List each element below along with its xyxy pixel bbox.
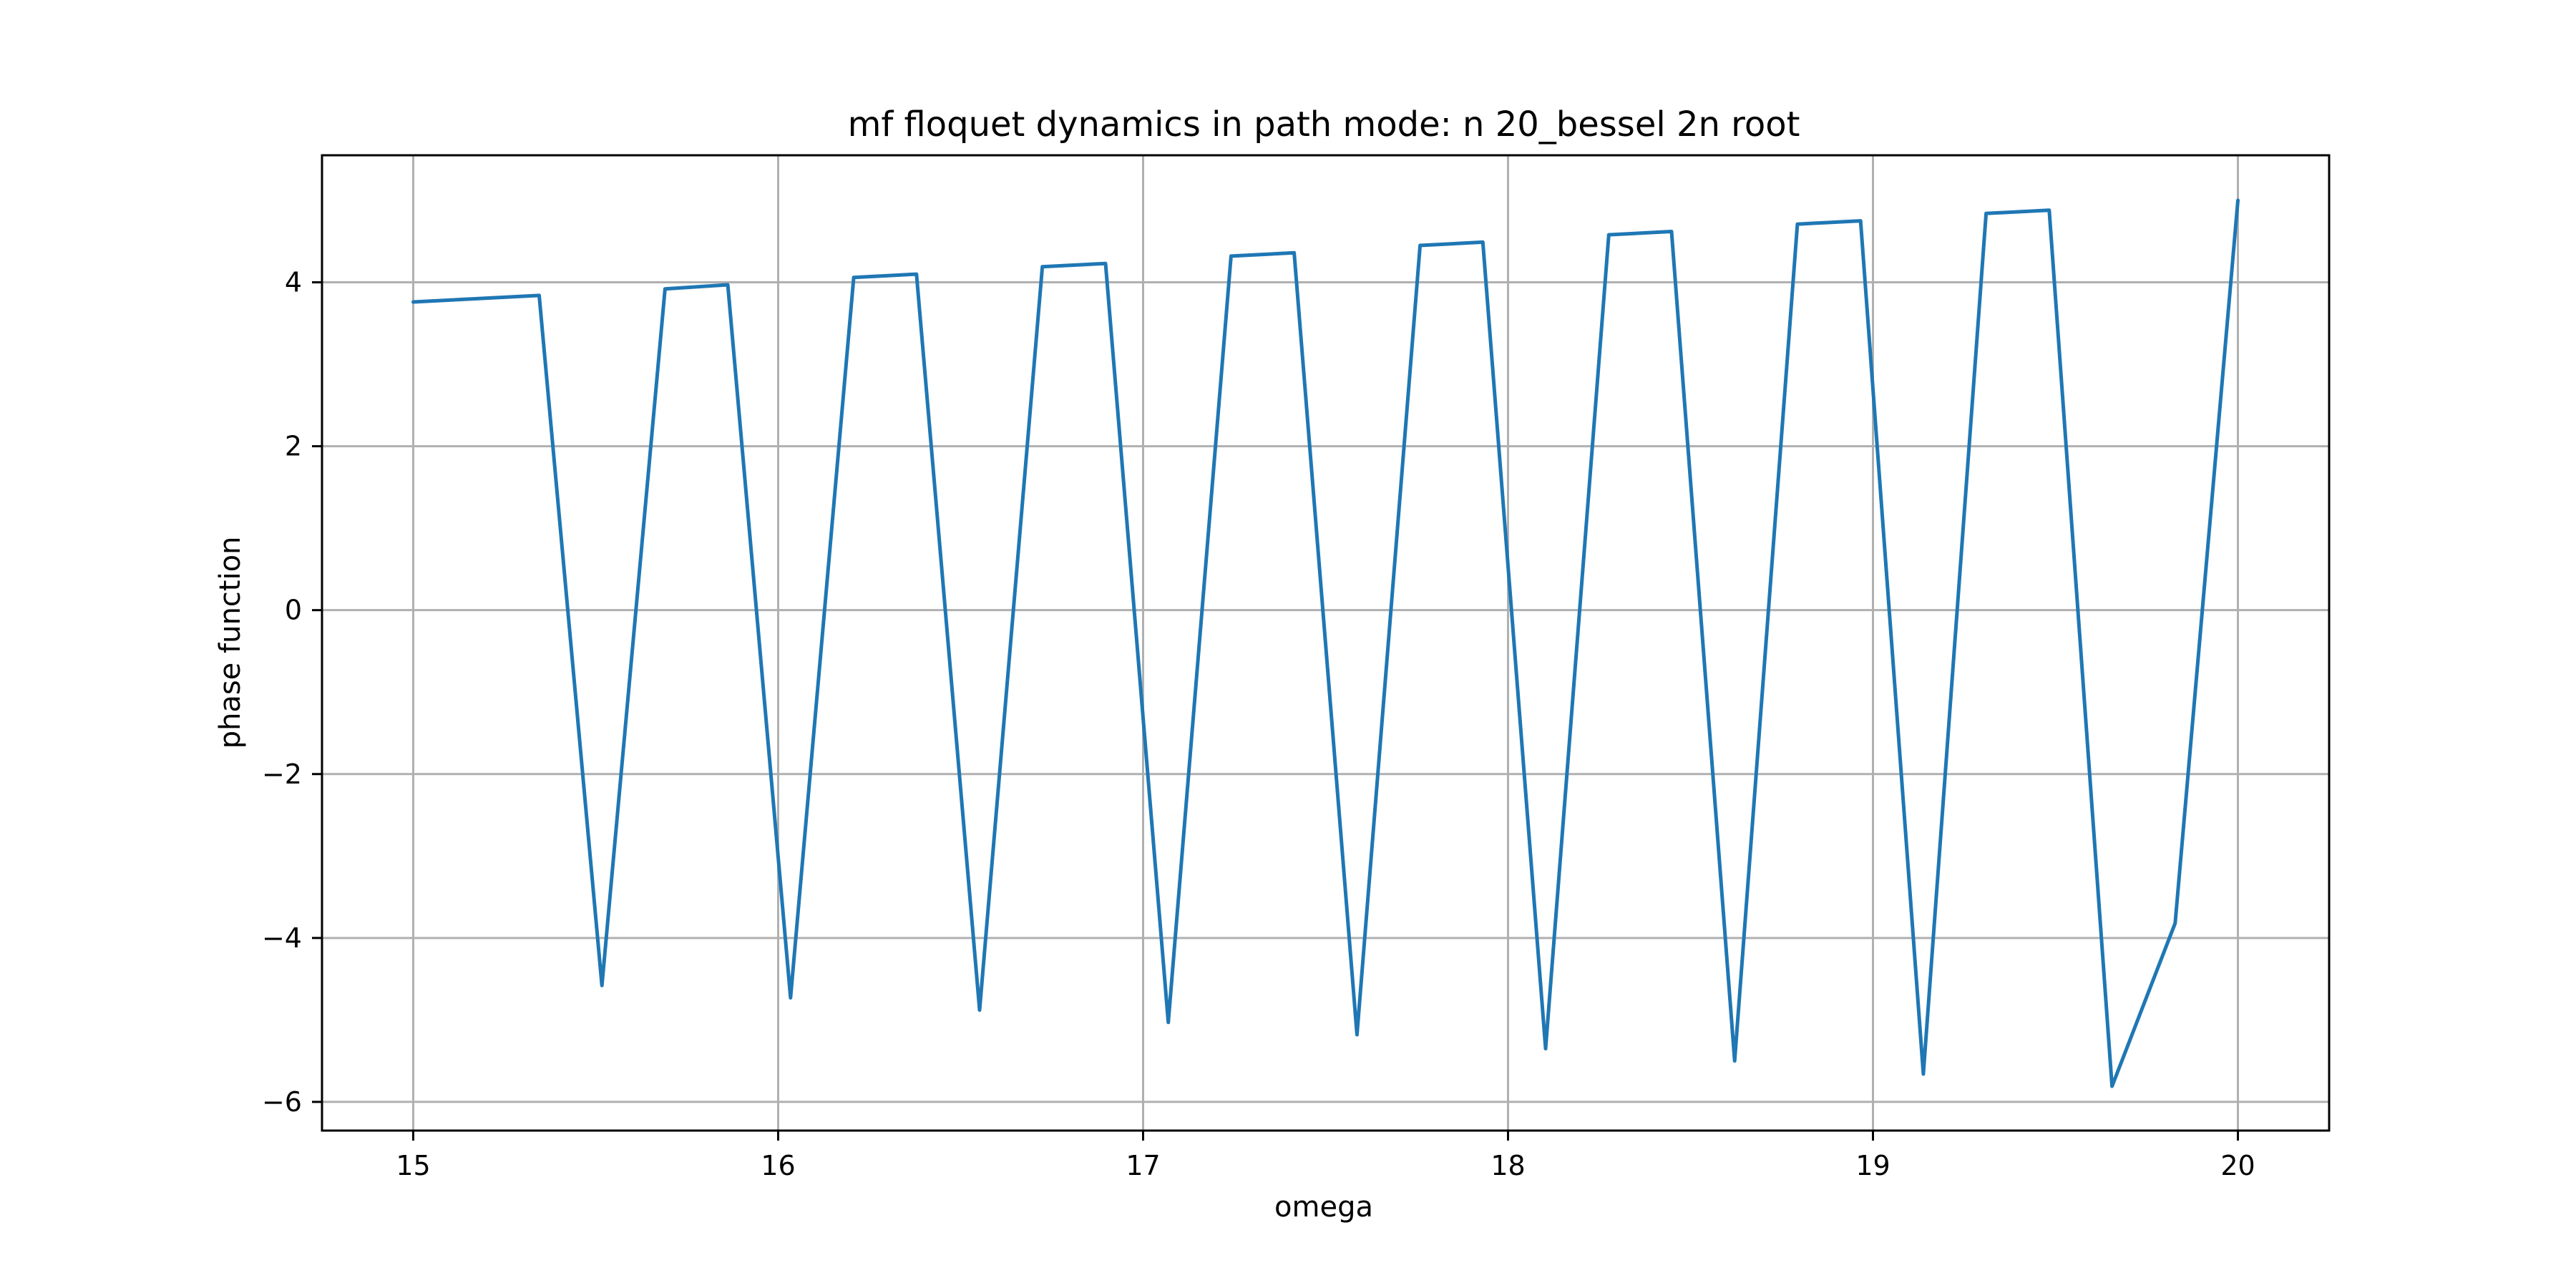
tick-layer: 15 16 17 18 19 20 −6 −4 −2 0 2 4 [262, 267, 2255, 1181]
x-tick-label: 19 [1855, 1150, 1890, 1181]
y-tick-label: −4 [262, 922, 302, 954]
x-tick-label: 15 [396, 1150, 430, 1181]
x-tick-label: 17 [1126, 1150, 1160, 1181]
grid-layer [322, 155, 2329, 1131]
x-tick-label: 16 [761, 1150, 795, 1181]
y-tick-label: 0 [285, 595, 302, 626]
x-tick-label: 20 [2220, 1150, 2255, 1181]
y-tick-label: −2 [262, 758, 302, 790]
series-layer [411, 198, 2240, 1088]
x-axis-label: omega [1274, 1191, 1373, 1224]
y-tick-label: 2 [285, 431, 302, 462]
y-tick-label: 4 [285, 267, 302, 298]
series-line [411, 198, 2240, 1088]
plot-frame [321, 154, 2331, 1132]
chart-title: mf floquet dynamics in path mode: n 20_b… [848, 104, 1800, 145]
x-tick-label: 18 [1491, 1150, 1525, 1181]
y-axis-label: phase function [214, 537, 247, 749]
y-tick-label: −6 [262, 1086, 302, 1118]
